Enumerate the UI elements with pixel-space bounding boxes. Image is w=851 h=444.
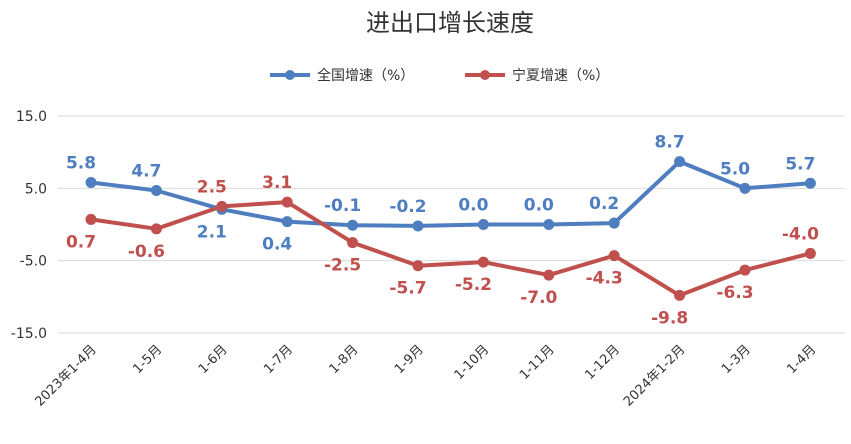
data-point	[281, 216, 293, 228]
data-point	[150, 223, 162, 235]
legend-marker-ningxia	[480, 70, 490, 80]
data-label: -5.7	[389, 279, 426, 299]
data-label: -4.3	[586, 269, 623, 289]
legend-label-national: 全国增速（%）	[317, 67, 414, 84]
data-label: -0.2	[389, 197, 426, 217]
series-line-0	[89, 159, 813, 228]
data-label: -5.2	[455, 275, 492, 295]
x-tick-label: 1-6月	[196, 342, 231, 377]
data-point	[85, 213, 97, 225]
data-label: 8.7	[655, 133, 685, 153]
data-point	[347, 219, 359, 231]
x-tick-label: 1-10月	[452, 342, 493, 383]
data-point	[608, 217, 620, 229]
data-label: 0.0	[524, 196, 554, 216]
data-label: 5.7	[785, 154, 815, 174]
data-point	[674, 156, 686, 168]
data-point	[543, 219, 555, 230]
data-label: 5.8	[66, 154, 96, 174]
data-point	[412, 260, 424, 272]
x-tick-label: 2024年1-2月	[621, 342, 688, 409]
y-axis-ticks: 15.0 5.0 -5.0 -15.0	[11, 109, 47, 342]
data-label: 0.7	[66, 232, 96, 252]
x-tick-label: 1-5月	[130, 342, 165, 377]
legend-item-ningxia: 宁夏增速（%）	[465, 67, 609, 84]
legend-marker-national	[285, 70, 295, 80]
data-label: 0.2	[589, 194, 619, 214]
y-tick-label: -15.0	[11, 326, 47, 342]
data-label: 2.5	[197, 177, 227, 197]
x-tick-label: 1-3月	[719, 342, 754, 377]
legend-label-ningxia: 宁夏增速（%）	[512, 67, 609, 84]
data-point	[85, 177, 97, 189]
data-point	[739, 182, 751, 194]
data-label: 3.1	[262, 173, 292, 193]
y-tick-label: 5.0	[25, 181, 47, 197]
y-tick-label: -5.0	[20, 254, 47, 270]
data-point	[804, 177, 816, 189]
series-lines	[89, 159, 813, 298]
x-tick-label: 1-4月	[784, 342, 819, 377]
data-label: -9.8	[651, 308, 688, 328]
x-tick-label: 1-11月	[517, 342, 558, 383]
data-point	[608, 250, 620, 262]
chart-title: 进出口增长速度	[366, 9, 534, 37]
data-label: 0.0	[458, 196, 488, 216]
data-label: -7.0	[520, 288, 557, 308]
data-point	[216, 200, 228, 212]
data-point	[477, 219, 489, 230]
x-tick-label: 1-8月	[327, 342, 362, 377]
gridlines	[58, 115, 845, 334]
data-label: -0.6	[128, 242, 165, 262]
data-label: -4.0	[782, 224, 819, 244]
data-point	[281, 196, 293, 208]
data-label: -0.1	[324, 196, 361, 216]
legend-item-national: 全国增速（%）	[270, 67, 414, 84]
x-tick-label: 1-7月	[261, 342, 296, 377]
series-line-1	[89, 200, 813, 298]
data-point	[347, 237, 359, 249]
data-point	[477, 256, 489, 268]
x-tick-label: 1-12月	[582, 342, 623, 383]
data-label: 0.4	[262, 235, 292, 255]
series-markers	[85, 156, 816, 301]
x-tick-label: 1-9月	[392, 342, 427, 377]
x-tick-label: 2023年1-4月	[32, 342, 99, 409]
data-label: 2.1	[197, 222, 227, 242]
data-point	[739, 264, 751, 276]
data-point	[804, 247, 816, 259]
data-label: 5.0	[720, 159, 750, 179]
x-axis-ticks: 2023年1-4月 1-5月 1-6月 1-7月 1-8月 1-9月 1-10月 1-11月 1…	[32, 342, 819, 409]
data-label: -2.5	[324, 256, 361, 276]
y-tick-label: 15.0	[16, 109, 47, 125]
data-point	[412, 220, 424, 232]
data-point	[543, 269, 555, 281]
legend: 全国增速（%） 宁夏增速（%）	[270, 67, 609, 84]
data-labels: 5.8 4.7 2.1 0.4 -0.1 -0.2 0.0 0.0 0.2 8.7 5.0 5.7 0.…	[66, 133, 819, 329]
data-point	[674, 289, 686, 301]
data-point	[150, 185, 162, 197]
data-label: -6.3	[716, 283, 753, 303]
data-label: 4.7	[131, 162, 161, 182]
